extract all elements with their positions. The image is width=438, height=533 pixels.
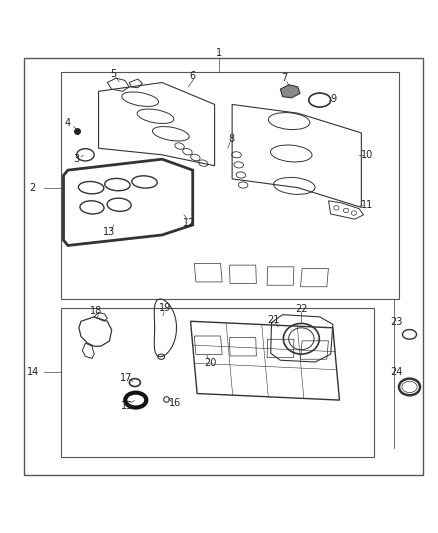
Text: 18: 18 — [90, 306, 102, 316]
Text: 6: 6 — [190, 71, 196, 81]
Text: 4: 4 — [65, 118, 71, 128]
Text: 16: 16 — [169, 398, 181, 408]
Text: 22: 22 — [295, 304, 307, 314]
Polygon shape — [280, 85, 300, 98]
Text: 23: 23 — [390, 317, 403, 327]
Text: 19: 19 — [159, 303, 172, 313]
Text: 20: 20 — [204, 358, 216, 368]
Text: 12: 12 — [183, 217, 195, 228]
Text: 7: 7 — [281, 73, 287, 83]
Text: 21: 21 — [268, 315, 280, 325]
Text: 13: 13 — [102, 228, 115, 237]
Text: 3: 3 — [74, 154, 80, 164]
Bar — [61, 71, 399, 300]
Text: 15: 15 — [121, 401, 134, 411]
Text: 5: 5 — [110, 69, 116, 79]
Text: 24: 24 — [390, 367, 403, 377]
Text: 17: 17 — [120, 373, 132, 383]
Text: 10: 10 — [361, 150, 373, 160]
Text: 1: 1 — [216, 48, 222, 58]
Text: 2: 2 — [30, 183, 36, 192]
Text: 11: 11 — [361, 200, 373, 210]
Text: 9: 9 — [331, 94, 337, 104]
Bar — [61, 308, 374, 457]
Text: 8: 8 — [228, 134, 234, 144]
Text: 14: 14 — [27, 367, 39, 377]
